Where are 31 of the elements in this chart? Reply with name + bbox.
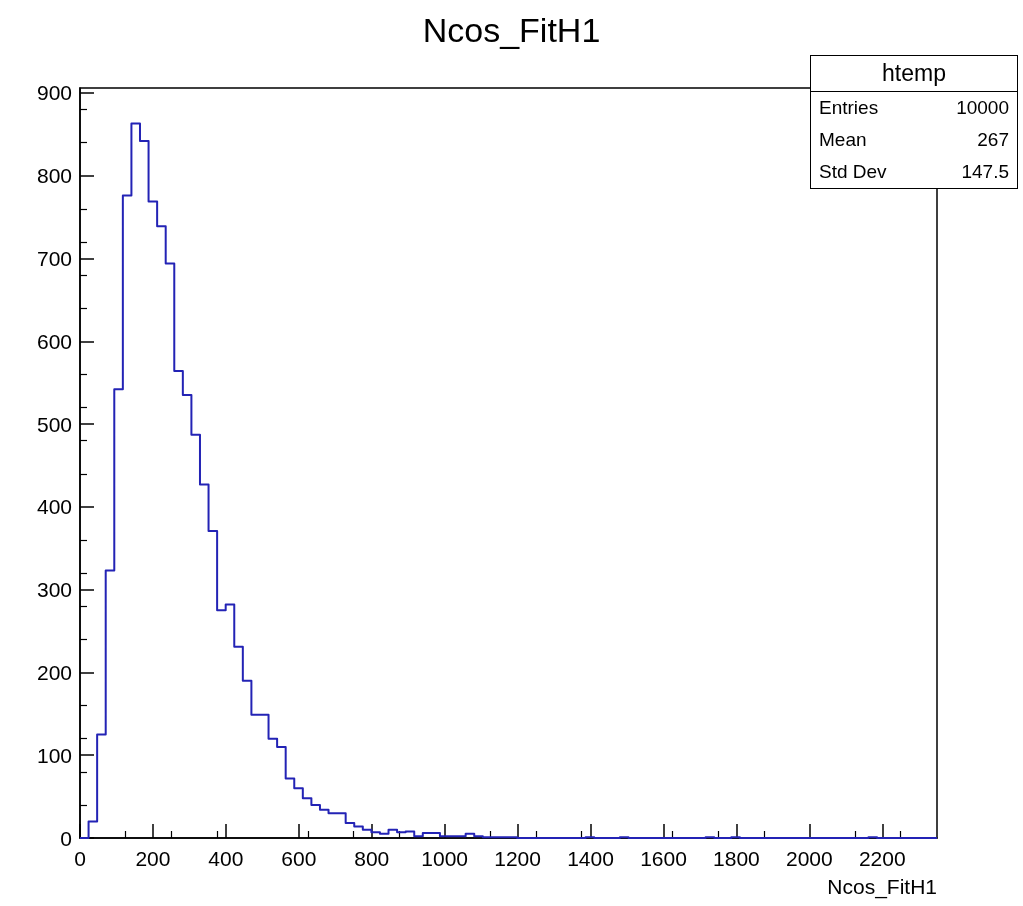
annotation: Entries: [819, 97, 879, 119]
chart-title: Ncos_FitH1: [422, 11, 601, 49]
y-tick-label: 300: [36, 578, 72, 602]
y-tick-label: 400: [36, 495, 72, 519]
x-tick-label: 1200: [494, 847, 541, 870]
text: 147.5: [961, 161, 1009, 183]
y-tick-label: 100: [36, 743, 72, 767]
y-tick-label: 900: [36, 81, 72, 105]
x-tick-label: 0: [74, 847, 86, 870]
x-tick-label: 600: [281, 847, 317, 870]
y-tick-label: 700: [36, 247, 72, 271]
y-tick-label: 200: [36, 660, 72, 684]
x-tick-label: 1400: [567, 847, 614, 870]
y-tick-label: 500: [36, 412, 72, 436]
text: htemp: [811, 56, 1017, 92]
annotation: Std Dev: [819, 161, 887, 183]
x-tick-label: 1800: [713, 847, 760, 870]
x-tick-label: 2200: [858, 847, 906, 870]
x-axis-title: Ncos_FitH1: [827, 875, 937, 899]
text: 267: [977, 129, 1009, 151]
y-tick-label: 600: [36, 329, 72, 353]
x-tick-label: 2000: [786, 847, 833, 870]
x-tick-label: 400: [208, 847, 244, 870]
x-tick-label: 800: [354, 847, 390, 870]
text: 10000: [956, 97, 1009, 119]
x-tick-label: 1000: [421, 847, 469, 870]
y-tick-label: 0: [60, 826, 72, 850]
x-tick-label: 200: [135, 847, 171, 870]
annotation: Mean: [819, 129, 867, 151]
x-tick-label: 1600: [640, 847, 687, 870]
y-tick-label: 800: [36, 164, 72, 188]
